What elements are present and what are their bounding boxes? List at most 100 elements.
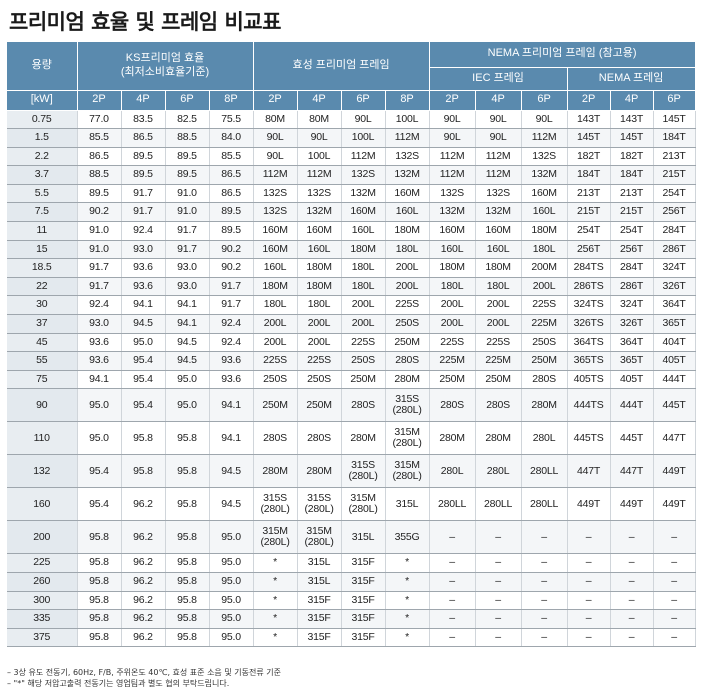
table-cell: 200L bbox=[253, 333, 298, 353]
table-cell: – bbox=[653, 628, 696, 648]
footnote: – "*" 해당 저압고출력 전동기는 영업팀과 별도 협의 부탁드립니다. bbox=[7, 679, 230, 688]
capacity-cell: 225 bbox=[7, 553, 78, 573]
table-cell: 91.7 bbox=[77, 258, 122, 278]
table-cell: 95.4 bbox=[121, 370, 166, 390]
capacity-cell: 55 bbox=[7, 351, 78, 371]
table-cell: 145T bbox=[653, 110, 696, 130]
table-cell: 95.8 bbox=[77, 572, 122, 592]
table-cell: 315M (280L) bbox=[297, 520, 342, 555]
nema-frame-header: NEMA 프레임 bbox=[567, 67, 696, 91]
table-cell: 91.0 bbox=[165, 184, 210, 204]
pole-header: 8P bbox=[209, 90, 254, 111]
table-cell: 250M bbox=[341, 370, 386, 390]
table-cell: 324T bbox=[610, 295, 654, 316]
table-cell: 95.0 bbox=[165, 388, 210, 423]
table-cell: 280LL bbox=[429, 487, 476, 522]
table-cell: 96.2 bbox=[121, 520, 166, 555]
table-cell: 256T bbox=[610, 240, 654, 260]
table-cell: 200L bbox=[385, 277, 430, 297]
table-cell: 95.4 bbox=[121, 351, 166, 371]
table-cell: 89.5 bbox=[121, 147, 166, 167]
pole-header: 8P bbox=[385, 90, 430, 111]
table-cell: 94.1 bbox=[165, 295, 210, 316]
table-cell: 112M bbox=[429, 147, 476, 167]
table-cell: 280L bbox=[429, 454, 476, 489]
table-cell: 96.2 bbox=[121, 628, 166, 648]
table-cell: 180L bbox=[341, 277, 386, 297]
table-cell: 95.8 bbox=[77, 628, 122, 648]
table-cell: 215T bbox=[610, 202, 654, 223]
table-cell: 225S bbox=[385, 295, 430, 316]
capacity-cell: 335 bbox=[7, 609, 78, 629]
table-cell: 200L bbox=[429, 314, 476, 334]
table-cell: – bbox=[567, 572, 611, 592]
table-cell: 95.0 bbox=[209, 591, 254, 611]
pole-header: 4P bbox=[475, 90, 522, 111]
table-cell: 89.5 bbox=[209, 202, 254, 223]
table-cell: 180L bbox=[521, 240, 568, 260]
table-cell: 286T bbox=[653, 240, 696, 260]
table-cell: – bbox=[610, 609, 654, 629]
table-cell: 200L bbox=[521, 277, 568, 297]
table-cell: 93.6 bbox=[121, 258, 166, 278]
table-cell: 315M (280L) bbox=[385, 421, 430, 456]
table-cell: 145T bbox=[610, 128, 654, 148]
table-cell: 250S bbox=[385, 314, 430, 334]
table-cell: 112M bbox=[521, 128, 568, 148]
table-cell: 326TS bbox=[567, 314, 611, 334]
table-cell: 95.8 bbox=[165, 487, 210, 522]
table-cell: 95.4 bbox=[77, 487, 122, 522]
table-cell: 100L bbox=[341, 128, 386, 148]
table-cell: 364T bbox=[653, 295, 696, 316]
table-cell: 95.0 bbox=[209, 628, 254, 648]
table-cell: 82.5 bbox=[165, 110, 210, 130]
table-cell: 280M bbox=[297, 454, 342, 489]
table-cell: 447T bbox=[653, 421, 696, 456]
capacity-cell: 45 bbox=[7, 333, 78, 353]
table-cell: – bbox=[475, 572, 522, 592]
table-cell: 365T bbox=[653, 314, 696, 334]
table-cell: 449T bbox=[610, 487, 654, 522]
table-cell: 100L bbox=[385, 110, 430, 130]
table-cell: – bbox=[521, 609, 568, 629]
table-cell: 280S bbox=[429, 388, 476, 423]
table-cell: 160L bbox=[429, 240, 476, 260]
table-cell: – bbox=[653, 572, 696, 592]
table-cell: – bbox=[429, 591, 476, 611]
table-cell: 315L bbox=[385, 487, 430, 522]
table-cell: * bbox=[385, 553, 430, 573]
table-cell: 95.0 bbox=[209, 553, 254, 573]
table-row: 55 93.6 95.4 94.5 93.6 225S 225S 250S 280S 225M 22… bbox=[7, 351, 696, 371]
table-row: 200 95.8 96.2 95.8 95.0 315M (280L) 315M (280L) 3… bbox=[7, 520, 696, 555]
table-cell: 449T bbox=[653, 454, 696, 489]
pole-header: 2P bbox=[77, 90, 122, 111]
table-cell: 324TS bbox=[567, 295, 611, 316]
table-cell: – bbox=[521, 572, 568, 592]
table-cell: – bbox=[429, 520, 476, 555]
table-cell: 215T bbox=[567, 202, 611, 223]
table-cell: 91.7 bbox=[209, 277, 254, 297]
table-cell: 88.5 bbox=[77, 165, 122, 185]
table-cell: 95.8 bbox=[77, 609, 122, 629]
table-cell: 315M (280L) bbox=[253, 520, 298, 555]
footnote: – 3상 유도 전동기, 60Hz, F/B, 주위온도 40℃, 효성 표준 … bbox=[7, 668, 281, 677]
table-cell: 250S bbox=[341, 351, 386, 371]
table-cell: 280M bbox=[253, 454, 298, 489]
table-cell: 91.0 bbox=[77, 221, 122, 241]
table-cell: 315F bbox=[341, 591, 386, 611]
table-cell: 92.4 bbox=[209, 333, 254, 353]
table-cell: 95.4 bbox=[121, 388, 166, 423]
table-cell: – bbox=[475, 628, 522, 648]
table-cell: 200L bbox=[385, 258, 430, 278]
table-cell: 284TS bbox=[567, 258, 611, 278]
table-cell: 445T bbox=[653, 388, 696, 423]
table-cell: 90L bbox=[341, 110, 386, 130]
pole-header: 2P bbox=[567, 90, 611, 111]
table-cell: 250M bbox=[253, 388, 298, 423]
table-row: 110 95.0 95.8 95.8 94.1 280S 280S 280M 315M (280L… bbox=[7, 421, 696, 456]
capacity-cell: 7.5 bbox=[7, 202, 78, 223]
table-cell: – bbox=[429, 609, 476, 629]
table-cell: 250S bbox=[521, 333, 568, 353]
table-row: 5.5 89.5 91.7 91.0 86.5 132S 132S 132M 160M 132S 1… bbox=[7, 184, 696, 204]
table-cell: 92.4 bbox=[121, 221, 166, 241]
